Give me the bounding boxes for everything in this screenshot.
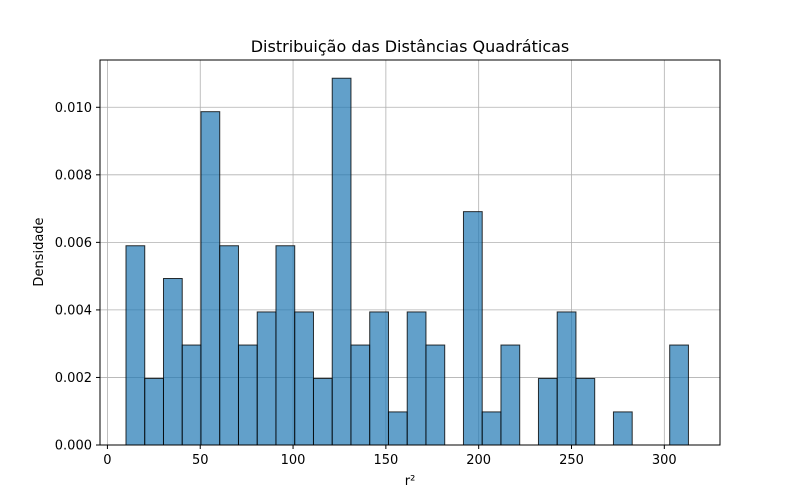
histogram-bar xyxy=(500,344,521,446)
y-tick-label: 0.008 xyxy=(55,168,92,183)
histogram-bar xyxy=(556,311,577,446)
x-tick-label: 100 xyxy=(281,453,306,468)
chart-title: Distribuição das Distâncias Quadráticas xyxy=(251,37,570,56)
histogram-bar xyxy=(537,377,558,446)
x-axis-label: r² xyxy=(405,474,416,489)
histogram-bar xyxy=(200,111,221,446)
histogram-bar xyxy=(256,311,277,446)
x-tick-label: 200 xyxy=(466,453,491,468)
histogram-bar xyxy=(387,411,408,446)
histogram-bar xyxy=(294,311,314,446)
histogram-bar xyxy=(275,245,296,446)
histogram-bar xyxy=(406,311,427,446)
y-tick-label: 0.004 xyxy=(55,303,92,318)
histogram-bar xyxy=(162,278,183,446)
histogram-bar xyxy=(312,377,333,446)
x-axis-ticks: 0 50 100 150 200 250 300 xyxy=(103,445,677,468)
y-tick-label: 0.000 xyxy=(55,439,92,454)
y-tick-label: 0.006 xyxy=(55,236,92,251)
histogram-bar xyxy=(219,245,239,446)
histogram-bar xyxy=(369,311,389,446)
x-tick-label: 250 xyxy=(559,453,584,468)
histogram-bar xyxy=(144,377,164,446)
x-tick-label: 300 xyxy=(652,453,677,468)
histogram-bars xyxy=(125,77,689,446)
y-axis-label: Densidade xyxy=(32,217,47,286)
histogram-bar xyxy=(462,211,483,446)
x-tick-label: 0 xyxy=(103,453,111,468)
x-tick-label: 150 xyxy=(373,453,398,468)
x-tick-label: 50 xyxy=(192,453,209,468)
histogram-bar xyxy=(181,344,202,446)
y-axis-ticks: 0.000 0.002 0.004 0.006 0.008 0.010 xyxy=(55,101,100,454)
histogram-bar xyxy=(481,411,502,446)
histogram-bar xyxy=(669,344,689,446)
histogram-bar xyxy=(331,77,352,446)
histogram-bar xyxy=(575,377,596,446)
y-tick-label: 0.002 xyxy=(55,371,92,386)
histogram-bar xyxy=(237,344,258,446)
histogram-bar xyxy=(425,344,446,446)
histogram-bar xyxy=(350,344,371,446)
histogram-bar xyxy=(125,245,146,446)
plot-frame xyxy=(99,59,721,446)
y-tick-label: 0.010 xyxy=(55,101,92,116)
histogram-bar xyxy=(612,411,633,446)
